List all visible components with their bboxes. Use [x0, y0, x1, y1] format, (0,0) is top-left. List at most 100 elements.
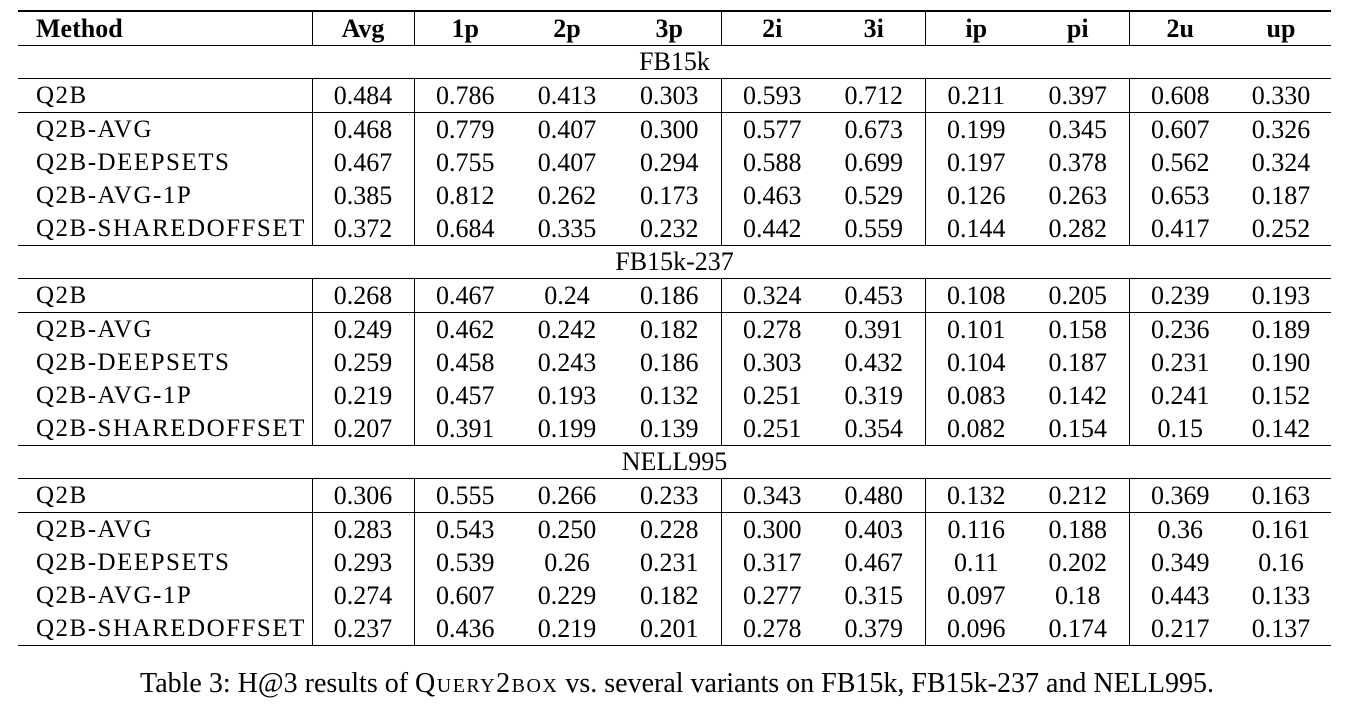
value-cell-1p: 0.607 — [436, 580, 495, 610]
value-cell-2i: 0.303 — [743, 347, 802, 377]
table-row: Q2B-DEEPSETS 0.293 0.539 0.26 0.231 0.317 0.46… — [18, 546, 1331, 579]
value-cell-1p: 0.457 — [436, 380, 495, 410]
value-cell-avg: 0.207 — [312, 412, 415, 446]
value-cell-3p: 0.201 — [618, 612, 722, 646]
value-cell-up: 0.137 — [1231, 612, 1331, 646]
value-cell-3p: 0.186 — [618, 346, 722, 379]
table-body: FB15k Q2B 0.484 0.786 0.413 0.303 0.593 0.712 0.… — [18, 45, 1331, 646]
value-cell-pi: 0.397 — [1027, 78, 1130, 113]
value-cell-2p: 0.407 — [537, 147, 597, 177]
value-cell-3i: 0.673 — [823, 112, 926, 146]
method-name: Q2B-AVG — [36, 116, 153, 143]
value-cell-2u: 0.562 — [1151, 147, 1210, 177]
method-name: Q2B-AVG — [36, 316, 153, 343]
method-cell: Q2B-SHAREDOFFSET — [18, 212, 313, 246]
value-cell-2i: 0.251 — [743, 380, 802, 410]
value-cell-3i: 0.379 — [823, 612, 926, 646]
value-cell-2p: 0.199 — [516, 412, 618, 446]
method-cell: Q2B-AVG — [18, 112, 313, 146]
value-cell-up: 0.324 — [1251, 147, 1311, 177]
value-cell-2u: 0.231 — [1151, 347, 1210, 377]
value-cell-2u: 0.417 — [1129, 212, 1231, 246]
value-cell-1p: 0.436 — [414, 612, 516, 646]
section-header-row: NELL995 — [18, 445, 1331, 479]
value-cell-1p: 0.462 — [436, 314, 495, 344]
value-cell-1p: 0.391 — [414, 412, 516, 446]
value-cell-up: 0.152 — [1251, 380, 1311, 410]
value-cell-avg: 0.385 — [312, 179, 415, 212]
value-cell-2i: 0.278 — [721, 612, 823, 646]
value-cell-pi: 0.18 — [1027, 579, 1130, 612]
section-header-row: FB15k-237 — [18, 245, 1331, 279]
value-cell-2p: 0.266 — [516, 478, 618, 513]
value-cell-2u: 0.369 — [1129, 478, 1231, 513]
method-cell: Q2B-AVG — [18, 312, 313, 346]
value-cell-2u: 0.608 — [1129, 78, 1231, 113]
value-cell-1p: 0.458 — [436, 347, 495, 377]
value-cell-pi: 0.187 — [1027, 346, 1130, 379]
column-header-2p: 2p — [553, 14, 581, 43]
value-cell-2i: 0.278 — [743, 314, 802, 344]
value-cell-up: 0.190 — [1251, 347, 1311, 377]
value-cell-2u: 0.239 — [1129, 278, 1231, 313]
value-cell-2i: 0.324 — [721, 278, 823, 313]
value-cell-3p: 0.186 — [618, 278, 722, 313]
column-header-2i: 2i — [762, 14, 783, 43]
table-row: Q2B-AVG-1P 0.219 0.457 0.193 0.132 0.251 0.319… — [18, 379, 1331, 412]
method-cell: Q2B-DEEPSETS — [18, 146, 313, 179]
value-cell-2u: 0.217 — [1129, 612, 1231, 646]
value-cell-3p: 0.231 — [618, 546, 722, 579]
value-cell-up: 0.187 — [1251, 180, 1311, 210]
value-cell-ip: 0.101 — [947, 314, 1006, 344]
value-cell-up: 0.142 — [1231, 412, 1331, 446]
value-cell-1p: 0.755 — [436, 147, 495, 177]
table-row: Q2B-SHAREDOFFSET 0.372 0.684 0.335 0.232 0.44… — [18, 212, 1331, 246]
value-cell-avg: 0.249 — [312, 312, 415, 346]
value-cell-3i: 0.453 — [823, 278, 926, 313]
column-header-3p: 3p — [618, 11, 722, 46]
table-row: Q2B-DEEPSETS 0.467 0.755 0.407 0.294 0.588 0.6… — [18, 146, 1331, 179]
value-cell-ip: 0.083 — [947, 380, 1006, 410]
method-cell: Q2B-DEEPSETS — [18, 546, 313, 579]
method-cell: Q2B — [18, 478, 313, 513]
value-cell-avg: 0.372 — [312, 212, 415, 246]
section-title: FB15k-237 — [18, 245, 1331, 279]
column-header-1p: 1p — [451, 14, 479, 43]
section-title: NELL995 — [18, 445, 1331, 479]
table-row: Q2B-AVG 0.249 0.462 0.242 0.182 0.278 0.391 0.1… — [18, 312, 1331, 346]
value-cell-pi: 0.205 — [1027, 278, 1130, 313]
method-name: Q2B-AVG-1P — [36, 582, 193, 609]
value-cell-ip: 0.082 — [925, 412, 1027, 446]
value-cell-3p: 0.232 — [618, 212, 722, 246]
value-cell-avg: 0.467 — [312, 146, 415, 179]
value-cell-avg: 0.219 — [312, 379, 415, 412]
value-cell-3i: 0.559 — [823, 212, 926, 246]
value-cell-2u: 0.443 — [1151, 580, 1210, 610]
method-cell: Q2B-AVG-1P — [18, 379, 313, 412]
value-cell-2i: 0.577 — [743, 114, 802, 144]
caption-suffix: vs. several variants on FB15k, FB15k-237… — [558, 668, 1214, 699]
value-cell-1p: 0.467 — [414, 278, 516, 313]
method-cell: Q2B-AVG-1P — [18, 179, 313, 212]
table-row: Q2B-AVG-1P 0.385 0.812 0.262 0.173 0.463 0.529… — [18, 179, 1331, 212]
value-cell-avg: 0.237 — [312, 612, 415, 646]
column-header-up: up — [1266, 14, 1296, 43]
value-cell-3i: 0.480 — [823, 478, 926, 513]
value-cell-up: 0.252 — [1231, 212, 1331, 246]
value-cell-3p: 0.182 — [618, 312, 722, 346]
column-header-avg: Avg — [312, 11, 415, 46]
value-cell-2p: 0.243 — [537, 347, 597, 377]
method-name: Q2B-AVG-1P — [36, 182, 193, 209]
value-cell-ip: 0.108 — [925, 278, 1027, 313]
method-name: Q2B-DEEPSETS — [36, 349, 231, 376]
column-header-2u: 2u — [1166, 14, 1194, 43]
value-cell-1p: 0.684 — [414, 212, 516, 246]
value-cell-2u: 0.241 — [1151, 380, 1210, 410]
value-cell-2i: 0.463 — [743, 180, 802, 210]
value-cell-2p: 0.407 — [537, 114, 597, 144]
value-cell-ip: 0.097 — [947, 580, 1006, 610]
value-cell-avg: 0.259 — [312, 346, 415, 379]
value-cell-avg: 0.293 — [312, 546, 415, 579]
value-cell-1p: 0.543 — [436, 514, 495, 544]
value-cell-up: 0.189 — [1251, 314, 1311, 344]
